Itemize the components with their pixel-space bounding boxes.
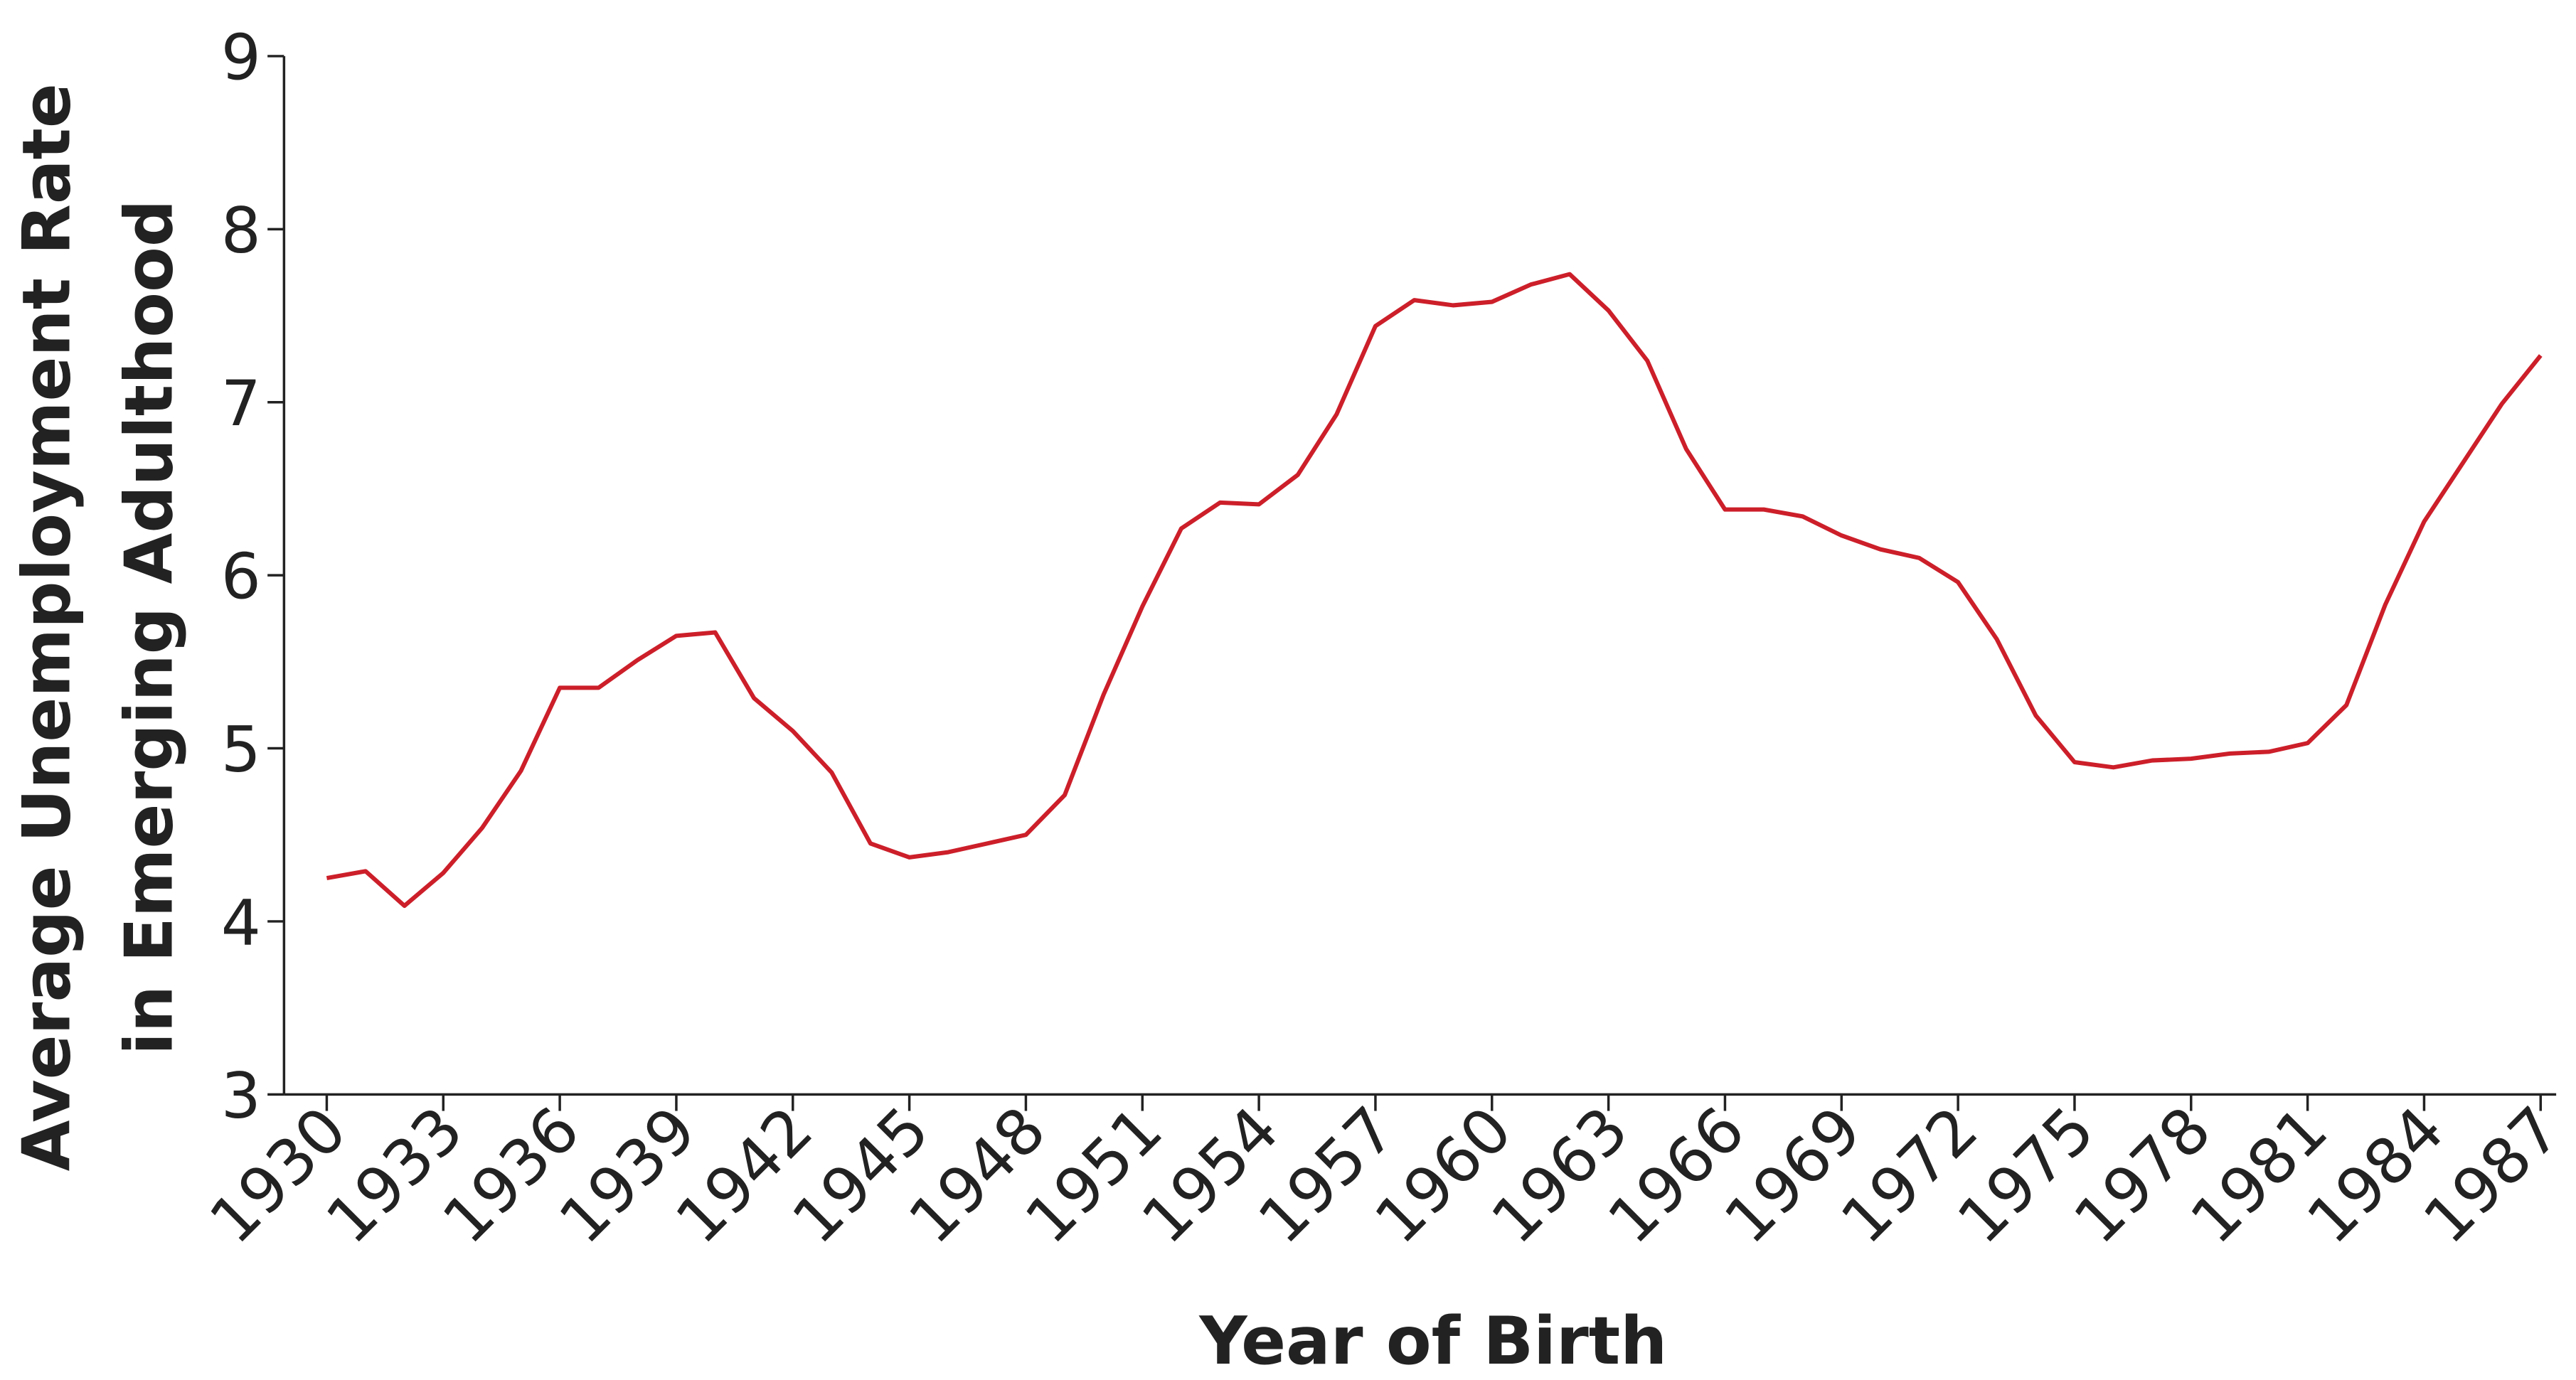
y-tick-label: 9: [221, 21, 261, 94]
y-tick-label: 6: [221, 540, 261, 614]
x-tick-label: 1942: [662, 1093, 827, 1258]
x-tick-label: 1945: [778, 1093, 943, 1258]
x-tick-label: 1975: [1944, 1093, 2109, 1258]
y-axis-title: in Emerging Adulthood: [110, 200, 187, 1055]
x-tick-label: 1966: [1594, 1093, 1759, 1258]
y-tick-label: 5: [221, 713, 261, 786]
x-tick-label: 1984: [2293, 1093, 2458, 1258]
x-tick-label: 1963: [1477, 1093, 1642, 1258]
y-axis-title: Average Unemployment Rate: [9, 83, 85, 1171]
x-tick-label: 1951: [1011, 1093, 1176, 1258]
x-axis-title: Year of Birth: [1198, 1303, 1667, 1379]
y-tick-label: 8: [221, 194, 261, 267]
x-tick-label: 1969: [1710, 1093, 1875, 1258]
x-tick-label: 1981: [2176, 1093, 2341, 1258]
x-tick-label: 1936: [429, 1093, 594, 1258]
x-tick-label: 1933: [312, 1093, 477, 1258]
y-tick-label: 7: [221, 367, 261, 440]
x-tick-label: 1948: [895, 1093, 1060, 1258]
x-tick-label: 1987: [2410, 1093, 2575, 1258]
data-line: [326, 272, 2543, 909]
x-tick-label: 1957: [1245, 1093, 1410, 1258]
x-tick-label: 1939: [545, 1093, 710, 1258]
y-tick-label: 3: [221, 1059, 261, 1133]
x-tick-label: 1960: [1361, 1093, 1526, 1258]
x-tick-label: 1972: [1827, 1093, 1992, 1258]
x-tick-label: 1978: [2060, 1093, 2225, 1258]
x-tick-label: 1954: [1128, 1093, 1293, 1258]
y-tick-label: 4: [221, 886, 261, 959]
